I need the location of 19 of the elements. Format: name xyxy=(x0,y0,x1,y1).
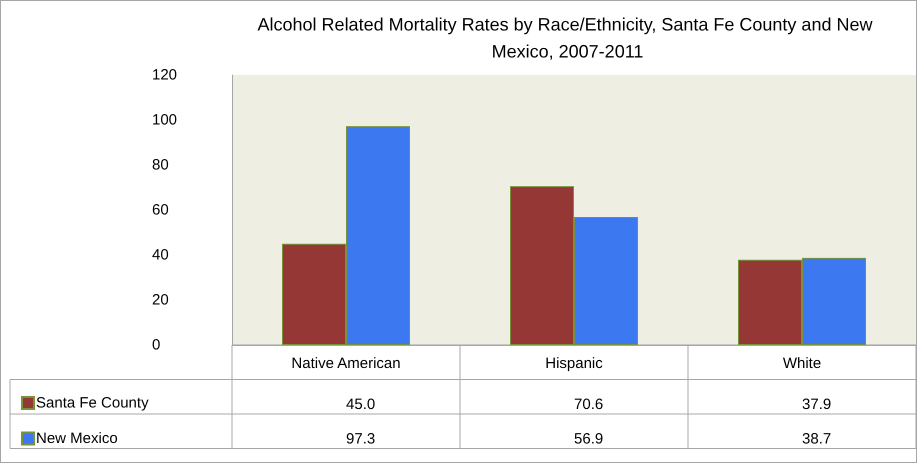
y-tick-label: 40 xyxy=(152,246,169,264)
x-tick-label: Native American xyxy=(291,355,401,372)
data-label: 70.6 xyxy=(574,396,604,413)
y-tick-label: 80 xyxy=(152,156,169,174)
y-tick-label: 120 xyxy=(152,66,178,84)
y-tick-label: 0 xyxy=(152,336,160,354)
data-label: 45.0 xyxy=(346,396,376,413)
x-tick-label: White xyxy=(782,355,822,372)
data-label: 97.3 xyxy=(346,430,376,448)
data-label: 56.9 xyxy=(574,430,604,448)
data-label: 37.9 xyxy=(802,396,832,413)
legend-label: Santa Fe County xyxy=(36,394,150,412)
x-tick-label: Hispanic xyxy=(545,355,604,372)
y-tick-label: 100 xyxy=(152,112,178,128)
y-tick-label: 60 xyxy=(152,202,169,218)
chart-title: Alcohol Related Mortality Rates by Race/Ethnicity, Santa Fe County and New Mexico, 2007-2011 xyxy=(258,14,874,62)
data-label: 38.7 xyxy=(802,430,832,448)
y-tick-label: 20 xyxy=(152,292,169,308)
legend-label: New Mexico xyxy=(36,430,118,447)
